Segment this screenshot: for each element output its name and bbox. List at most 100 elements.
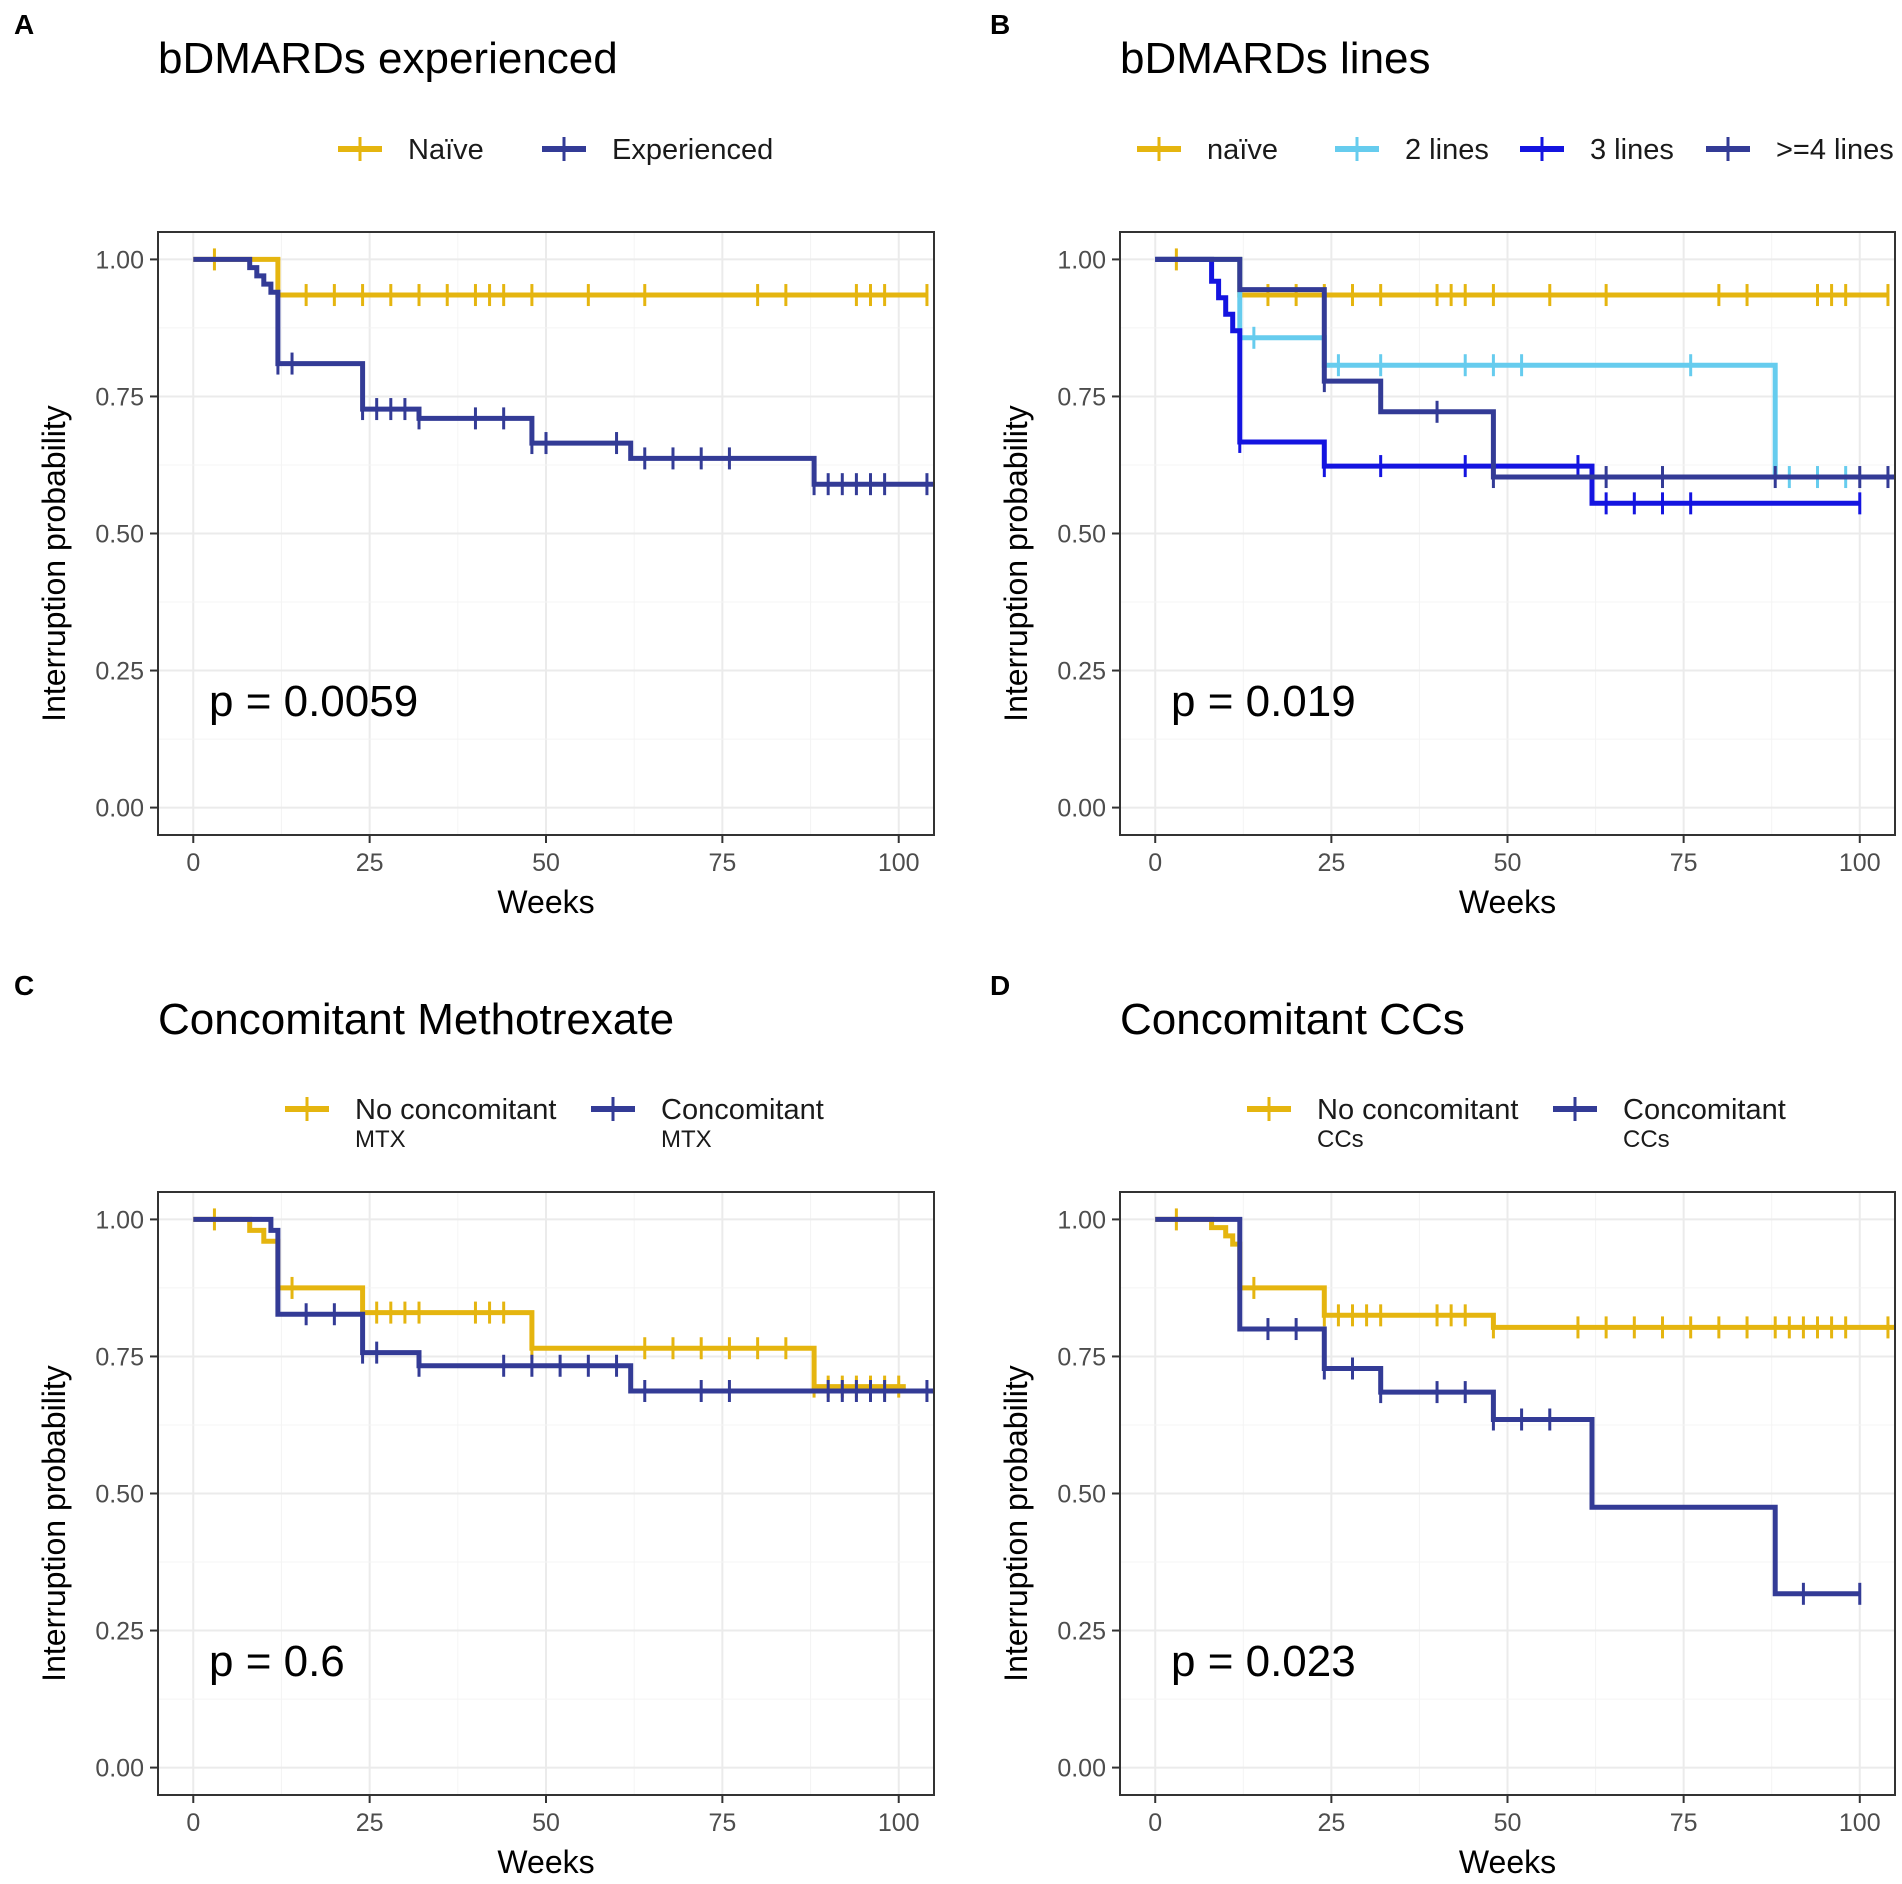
km-step-line: [1155, 256, 1895, 480]
y-tick-label: 1.00: [1057, 1206, 1106, 1234]
y-tick-label: 0.75: [1057, 383, 1106, 411]
series-1: [1155, 1216, 1862, 1605]
y-tick-label: 0.50: [95, 1481, 144, 1509]
x-tick-label: 75: [1670, 1809, 1698, 1837]
panel-letter: B: [990, 9, 1010, 40]
panel-d: D Concomitant CCs No concomitantCCsConco…: [990, 970, 1896, 1880]
x-tick-label: 50: [532, 1809, 560, 1837]
x-tick-label: 25: [1317, 849, 1345, 877]
x-tick-label: 100: [878, 1809, 920, 1837]
y-tick-label: 0.25: [95, 1618, 144, 1646]
km-step-line: [1155, 256, 1860, 506]
legend-sublabel: MTX: [661, 1126, 712, 1153]
x-axis-title: Weeks: [1459, 884, 1556, 920]
y-axis-title: Interruption probability: [998, 1365, 1034, 1682]
legend-label: naïve: [1207, 134, 1278, 166]
y-axis-title: Interruption probability: [36, 1365, 72, 1682]
y-tick-label: 0.25: [95, 658, 144, 686]
panel-letter: C: [14, 970, 34, 1001]
legend-label: Experienced: [612, 134, 773, 166]
y-tick-label: 0.50: [95, 521, 144, 549]
x-tick-label: 100: [1839, 849, 1881, 877]
x-tick-label: 75: [708, 1809, 736, 1837]
legend-entry: naïve: [1137, 134, 1278, 166]
y-tick-label: 0.25: [1057, 658, 1106, 686]
gridlines: [158, 232, 934, 835]
legend-label: >=4 lines: [1776, 134, 1894, 166]
x-tick-label: 50: [532, 849, 560, 877]
series-0: [1155, 1208, 1895, 1339]
y-tick-label: 0.75: [1057, 1343, 1106, 1371]
legend-label: No concomitant: [355, 1094, 557, 1126]
x-tick-label: 0: [186, 1809, 200, 1837]
panel-b: B bDMARDs lines naïve 2 lines 3 lines >=4 l…: [990, 9, 1896, 920]
p-value-annotation: p = 0.0059: [209, 677, 418, 726]
panel-letter: D: [990, 970, 1010, 1001]
p-value-annotation: p = 0.023: [1171, 1637, 1356, 1686]
y-tick-label: 1.00: [1057, 246, 1106, 274]
y-tick-label: 0.75: [95, 1343, 144, 1371]
legend-entry: 3 lines: [1520, 134, 1674, 166]
y-axis-title: Interruption probability: [36, 405, 72, 722]
x-tick-label: 0: [1148, 1809, 1162, 1837]
x-tick-label: 75: [1670, 849, 1698, 877]
y-tick-label: 1.00: [95, 1206, 144, 1234]
x-axis-title: Weeks: [497, 884, 594, 920]
panel-c: C Concomitant Methotrexate No concomitan…: [14, 970, 935, 1880]
legend-entry: Experienced: [542, 134, 773, 166]
km-step-line: [193, 1216, 906, 1390]
gridlines: [1120, 232, 1895, 835]
p-value-annotation: p = 0.6: [209, 1637, 345, 1686]
km-step-line: [193, 1216, 934, 1394]
panel-title: bDMARDs experienced: [158, 34, 618, 83]
x-tick-label: 25: [356, 849, 384, 877]
km-step-line: [193, 256, 934, 487]
x-tick-label: 0: [186, 849, 200, 877]
gridlines: [158, 1192, 934, 1795]
x-tick-label: 75: [708, 849, 736, 877]
legend-label: Concomitant: [1623, 1094, 1786, 1126]
legend-sublabel: CCs: [1317, 1126, 1364, 1153]
x-tick-label: 0: [1148, 849, 1162, 877]
legend-entry: 2 lines: [1335, 134, 1489, 166]
gridlines: [1120, 1192, 1895, 1795]
legend-sublabel: CCs: [1623, 1126, 1670, 1153]
legend-label: 2 lines: [1405, 134, 1489, 166]
y-tick-label: 0.75: [95, 383, 144, 411]
y-tick-label: 0.00: [1057, 795, 1106, 823]
legend-label: 3 lines: [1590, 134, 1674, 166]
legend-entry: Naïve: [338, 134, 484, 166]
legend-label: Naïve: [408, 134, 484, 166]
series-1: [193, 1216, 934, 1402]
legend-label: Concomitant: [661, 1094, 824, 1126]
x-axis-title: Weeks: [497, 1844, 594, 1880]
panel-title: Concomitant CCs: [1120, 995, 1465, 1044]
y-tick-label: 1.00: [95, 246, 144, 274]
p-value-annotation: p = 0.019: [1171, 677, 1356, 726]
panel-a: A bDMARDs experienced Naïve Experienced 0 2…: [14, 9, 935, 920]
y-tick-label: 0.25: [1057, 1618, 1106, 1646]
panel-title: bDMARDs lines: [1120, 34, 1431, 83]
x-axis-title: Weeks: [1459, 1844, 1556, 1880]
legend-entry: >=4 lines: [1706, 134, 1894, 166]
x-tick-label: 25: [356, 1809, 384, 1837]
x-tick-label: 100: [1839, 1809, 1881, 1837]
legend-label: No concomitant: [1317, 1094, 1519, 1126]
y-tick-label: 0.00: [95, 795, 144, 823]
series-3: [1155, 256, 1895, 489]
x-tick-label: 100: [878, 849, 920, 877]
y-tick-label: 0.50: [1057, 1481, 1106, 1509]
x-tick-label: 50: [1494, 1809, 1522, 1837]
y-tick-label: 0.00: [1057, 1755, 1106, 1783]
y-tick-label: 0.00: [95, 1755, 144, 1783]
y-tick-label: 0.50: [1057, 521, 1106, 549]
series-1: [193, 256, 934, 496]
panel-title: Concomitant Methotrexate: [158, 995, 674, 1044]
legend-sublabel: MTX: [355, 1126, 406, 1153]
y-axis-title: Interruption probability: [998, 405, 1034, 722]
panel-letter: A: [14, 9, 34, 40]
